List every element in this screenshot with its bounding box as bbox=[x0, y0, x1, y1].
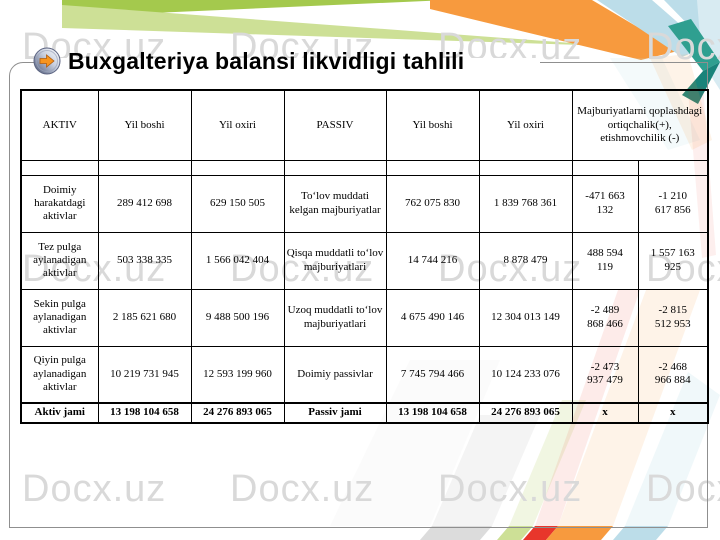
table-cell: 24 276 893 065 bbox=[478, 402, 573, 424]
column-header-passiv: PASSIV bbox=[283, 89, 387, 161]
column-header-aktiv: AKTIV bbox=[20, 89, 99, 161]
table-cell: 24 276 893 065 bbox=[190, 402, 285, 424]
table-row: Qiyin pulga aylanadigan aktivlar 10 219 … bbox=[20, 345, 709, 404]
table-cell: -471 663 132 bbox=[571, 174, 639, 233]
table-cell: 14 744 216 bbox=[385, 231, 480, 290]
table-cell bbox=[637, 159, 709, 176]
top-left-green-stripes bbox=[62, 0, 612, 46]
table-cell: Qisqa muddatli to‘lov majburiyatlari bbox=[283, 231, 387, 290]
table-cell: x bbox=[637, 402, 709, 424]
table-cell: -1 210 617 856 bbox=[637, 174, 709, 233]
table-row: Sekin pulga aylanadigan aktivlar 2 185 6… bbox=[20, 288, 709, 347]
column-header-yil-oxiri-aktiv: Yil oxiri bbox=[190, 89, 285, 161]
slide-title-text: Buxgalteriya balansi likvidligi tahlili bbox=[68, 48, 465, 74]
column-header-yil-boshi-passiv: Yil boshi bbox=[385, 89, 480, 161]
table-cell: 13 198 104 658 bbox=[385, 402, 480, 424]
table-cell: 1 557 163 925 bbox=[637, 231, 709, 290]
table-row: Tez pulga aylanadigan aktivlar 503 338 3… bbox=[20, 231, 709, 290]
table-row: Doimiy harakatdagi aktivlar 289 412 698 … bbox=[20, 174, 709, 233]
table-cell bbox=[20, 159, 99, 176]
table-cell: 12 304 013 149 bbox=[478, 288, 573, 347]
table-cell: 488 594 119 bbox=[571, 231, 639, 290]
table-cell: 289 412 698 bbox=[97, 174, 192, 233]
table-cell: 1 839 768 361 bbox=[478, 174, 573, 233]
column-header-majburiyat-farq: Majburiyatlarni qoplashdagi ortiqchalik(… bbox=[571, 89, 709, 161]
table-cell: -2 468 966 884 bbox=[637, 345, 709, 404]
table-cell: Qiyin pulga aylanadigan aktivlar bbox=[20, 345, 99, 404]
table-subheader-row bbox=[20, 159, 709, 176]
table-cell: Sekin pulga aylanadigan aktivlar bbox=[20, 288, 99, 347]
table-cell: Passiv jami bbox=[283, 402, 387, 424]
table-cell: Tez pulga aylanadigan aktivlar bbox=[20, 231, 99, 290]
table-cell: 12 593 199 960 bbox=[190, 345, 285, 404]
watermark-text: Docx.uz bbox=[438, 468, 583, 510]
table-cell: Uzoq muddatli to‘lov majburiyatlari bbox=[283, 288, 387, 347]
table-cell: To‘lov muddati kelgan majburiyatlar bbox=[283, 174, 387, 233]
table-cell: 629 150 505 bbox=[190, 174, 285, 233]
table-cell: x bbox=[571, 402, 639, 424]
table-cell: Doimiy harakatdagi aktivlar bbox=[20, 174, 99, 233]
balance-table: AKTIV Yil boshi Yil oxiri PASSIV Yil bos… bbox=[20, 89, 709, 424]
column-header-yil-oxiri-passiv: Yil oxiri bbox=[478, 89, 573, 161]
watermark-text: Docx.uz bbox=[22, 468, 167, 510]
table-cell bbox=[571, 159, 639, 176]
table-cell: 1 566 042 404 bbox=[190, 231, 285, 290]
watermark-text: Docx.uz bbox=[230, 468, 375, 510]
watermark-text: Docx.uz bbox=[646, 26, 720, 68]
table-total-row: Aktiv jami 13 198 104 658 24 276 893 065… bbox=[20, 402, 709, 424]
table-header-row: AKTIV Yil boshi Yil oxiri PASSIV Yil bos… bbox=[20, 89, 709, 161]
table-cell: -2 489 868 466 bbox=[571, 288, 639, 347]
table-cell: -2 815 512 953 bbox=[637, 288, 709, 347]
table-cell: 10 124 233 076 bbox=[478, 345, 573, 404]
table-cell bbox=[385, 159, 480, 176]
table-cell: 503 338 335 bbox=[97, 231, 192, 290]
table-cell: 2 185 621 680 bbox=[97, 288, 192, 347]
arrow-right-circle-icon bbox=[33, 47, 61, 75]
table-cell: 4 675 490 146 bbox=[385, 288, 480, 347]
table-cell: 7 745 794 466 bbox=[385, 345, 480, 404]
slide-title: Buxgalteriya balansi likvidligi tahlili bbox=[33, 47, 464, 75]
table-cell: -2 473 937 479 bbox=[571, 345, 639, 404]
table-cell bbox=[478, 159, 573, 176]
column-header-yil-boshi-aktiv: Yil boshi bbox=[97, 89, 192, 161]
table-cell: 10 219 731 945 bbox=[97, 345, 192, 404]
table-cell: 13 198 104 658 bbox=[97, 402, 192, 424]
table-cell: 762 075 830 bbox=[385, 174, 480, 233]
table-cell bbox=[97, 159, 192, 176]
content-frame-mask bbox=[44, 58, 540, 67]
table-cell: 9 488 500 196 bbox=[190, 288, 285, 347]
table-cell: Aktiv jami bbox=[20, 402, 99, 424]
table-cell bbox=[283, 159, 387, 176]
table-cell: Doimiy passivlar bbox=[283, 345, 387, 404]
table-cell bbox=[190, 159, 285, 176]
table-cell: 8 878 479 bbox=[478, 231, 573, 290]
bottom-right-stripes bbox=[420, 526, 668, 540]
